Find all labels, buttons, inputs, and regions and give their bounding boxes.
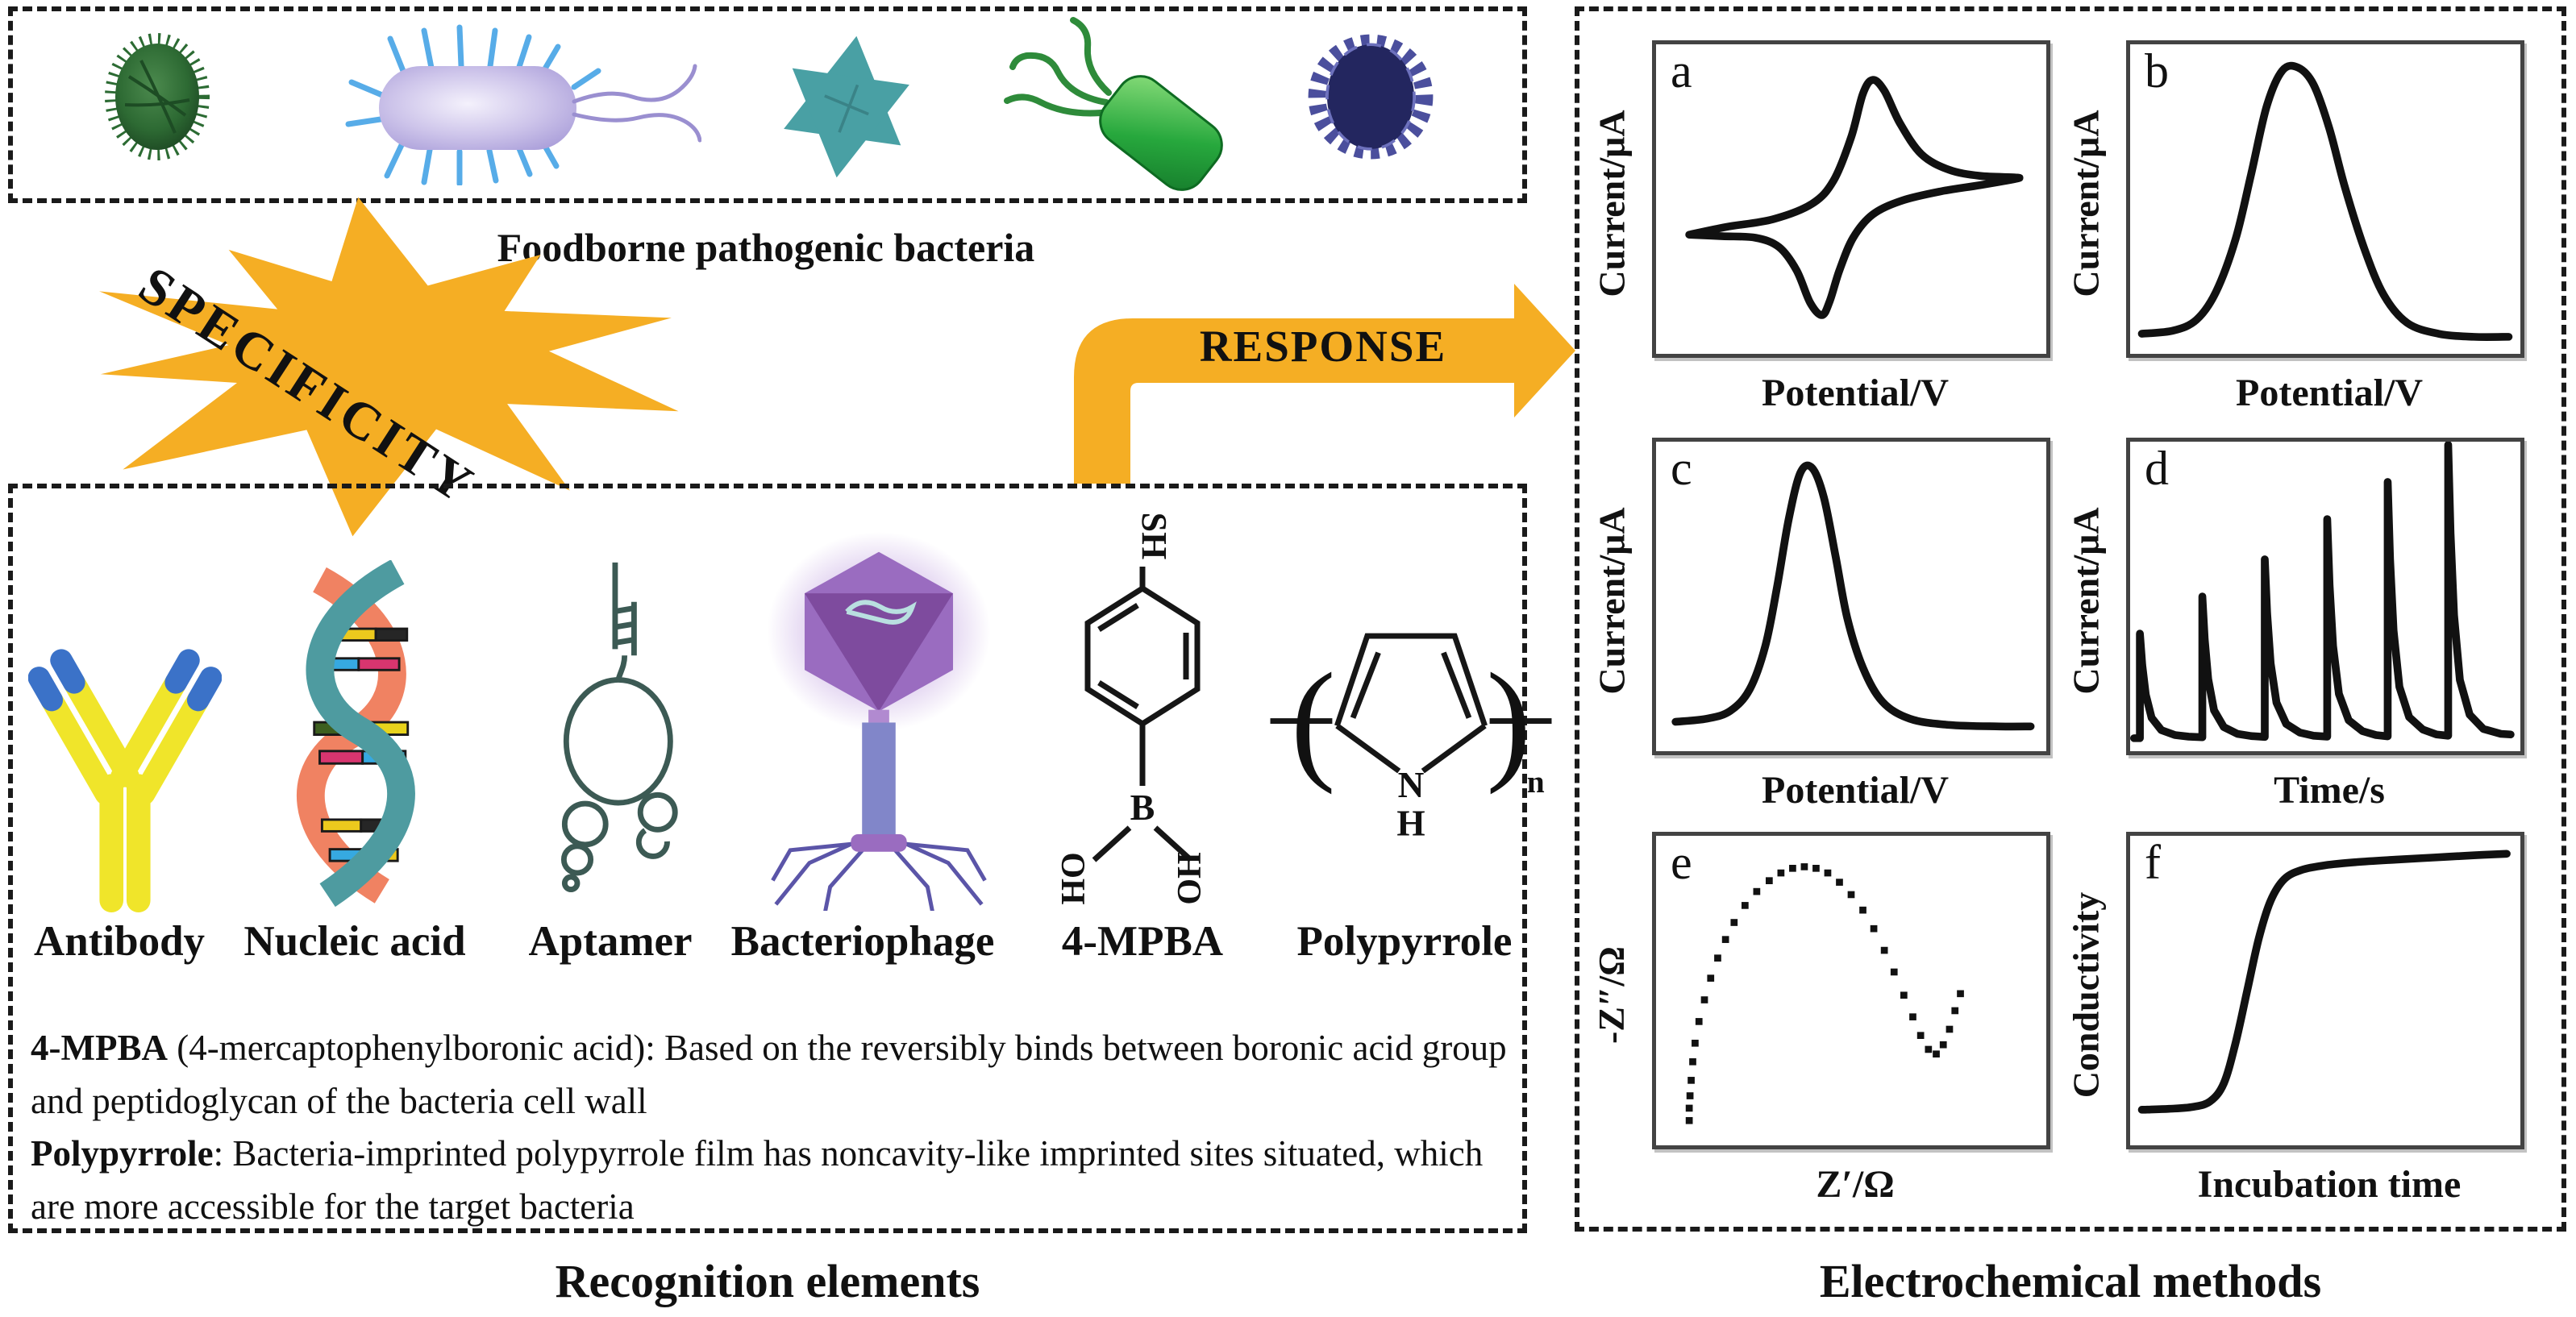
label-antibody: Antibody — [33, 918, 206, 965]
current-spike-train-curve — [2130, 442, 2515, 742]
chart-c: Current/μA c Potential/V — [1575, 438, 2067, 816]
chart-b-letter: b — [2145, 44, 2169, 98]
chart-c-xlabel: Potential/V — [1762, 769, 1949, 812]
electrochemical-methods-box — [1575, 6, 2566, 1232]
chart-a-letter: a — [1671, 44, 1692, 98]
recognition-notes: 4-MPBA (4-mercaptophenylboronic acid): B… — [31, 1022, 1518, 1234]
specificity-burst-icon — [99, 197, 679, 537]
response-label: RESPONSE — [1199, 322, 1447, 371]
cyclic-voltammogram-curve — [1685, 76, 2024, 319]
flagellated-rod-bacterium-icon — [1004, 17, 1223, 191]
bacteriophage-icon — [767, 531, 991, 911]
chart-e-frame: e — [1652, 832, 2050, 1149]
label-polypyrrole: Polypyrrole — [1296, 918, 1513, 965]
phage-legs — [771, 838, 987, 911]
pili-spikes — [345, 24, 601, 185]
chart-b-frame: b — [2126, 40, 2524, 358]
pili-rod-bacterium-icon — [345, 24, 701, 185]
chart-a-ylabel: Current/μA — [1591, 109, 1633, 297]
foodborne-bacteria-box — [8, 6, 1527, 203]
polypyrrole-structure-icon: ( ) N H n — [1270, 633, 1552, 843]
flagella — [572, 64, 701, 143]
label-4mpba: 4-MPBA — [1061, 918, 1224, 965]
chart-d-ylabel: Current/μA — [2065, 506, 2107, 695]
chart-f-frame: f — [2126, 832, 2524, 1149]
nitrogen-label: N — [1398, 765, 1425, 805]
recognition-caption: Recognition elements — [555, 1255, 980, 1307]
chart-c-letter: c — [1671, 442, 1692, 495]
chart-b: Current/μA b Potential/V — [2050, 40, 2541, 419]
chart-f-ylabel: Conductivity — [2065, 891, 2107, 1098]
boron-label: B — [1130, 787, 1155, 828]
flagella — [1004, 17, 1113, 117]
right-bracket: ) — [1486, 646, 1531, 796]
methods-caption: Electrochemical methods — [1819, 1255, 2322, 1307]
hydroxyl-left-label: HO — [1055, 852, 1092, 904]
recognition-elements-box — [8, 484, 1527, 1233]
chart-f-xlabel: Incubation time — [2197, 1163, 2462, 1206]
note-mpba-text: (4-mercaptophenylboronic acid): Based on… — [31, 1028, 1507, 1121]
label-bacteriophage: Bacteriophage — [730, 918, 995, 965]
antibody-icon — [28, 649, 222, 913]
chart-a-xlabel: Potential/V — [1762, 372, 1949, 414]
note-mpba: 4-MPBA (4-mercaptophenylboronic acid): B… — [31, 1022, 1518, 1128]
hydroxyl-right-label: OH — [1171, 852, 1209, 904]
hydrogen-label: H — [1396, 803, 1425, 843]
repeat-subscript: n — [1527, 764, 1545, 800]
broad-peak-curve — [2137, 61, 2513, 341]
note-polypyrrole-text: : Bacteria-imprinted polypyrrole film ha… — [31, 1133, 1484, 1228]
label-nucleic-acid: Nucleic acid — [243, 918, 466, 965]
mpba-structure-icon: SH B HO OH — [1055, 513, 1209, 905]
sharp-peak-curve — [1671, 461, 2035, 731]
chart-b-xlabel: Potential/V — [2236, 372, 2423, 414]
chart-b-ylabel: Current/μA — [2065, 109, 2107, 297]
chart-e-ylabel: -Z″/Ω — [1591, 945, 1633, 1044]
virus-particle-icon — [1308, 34, 1434, 160]
left-bracket: ( — [1291, 646, 1336, 796]
chart-c-ylabel: Current/μA — [1591, 506, 1633, 695]
spiky-coccus-icon — [105, 33, 210, 160]
note-polypyrrole: Polypyrrole: Bacteria-imprinted polypyrr… — [31, 1128, 1518, 1233]
response-arrow-icon — [1074, 284, 1575, 484]
chart-c-frame: c — [1652, 438, 2050, 755]
thiol-label: SH — [1134, 513, 1174, 560]
label-aptamer: Aptamer — [528, 918, 693, 965]
foodborne-caption: Foodborne pathogenic bacteria — [497, 225, 1035, 270]
chart-f: Conductivity f Incubation time — [2050, 832, 2541, 1211]
chart-d-xlabel: Time/s — [2274, 769, 2385, 812]
chart-e-xlabel: Z′/Ω — [1816, 1163, 1895, 1206]
chart-a: Current/μA a Potential/V — [1575, 40, 2067, 419]
note-polypyrrole-term: Polypyrrole — [31, 1133, 214, 1174]
nucleic-acid-icon — [296, 560, 415, 908]
chart-d-letter: d — [2145, 442, 2169, 495]
chart-e: -Z″/Ω e Z′/Ω — [1575, 832, 2067, 1211]
note-mpba-term: 4-MPBA — [31, 1028, 168, 1068]
sigmoid-growth-curve — [2137, 850, 2511, 1114]
chart-e-letter: e — [1671, 836, 1692, 889]
chart-a-frame: a — [1652, 40, 2050, 358]
chart-d-frame: d — [2126, 438, 2524, 755]
aptamer-icon — [560, 562, 678, 893]
nyquist-semicircle-scatter — [1685, 863, 1964, 1124]
star-bacterium-icon — [784, 35, 909, 178]
chart-d: Current/μA d Time/s — [2050, 438, 2541, 816]
chart-f-letter: f — [2145, 836, 2161, 889]
